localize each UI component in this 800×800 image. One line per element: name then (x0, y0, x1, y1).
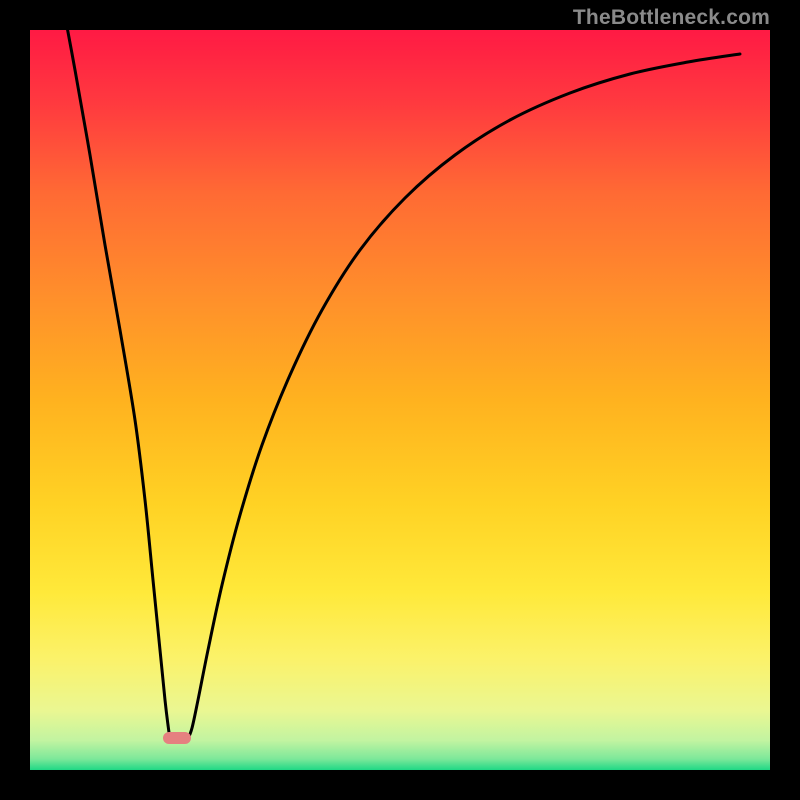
watermark-text: TheBottleneck.com (573, 6, 770, 30)
border-left (0, 0, 30, 800)
optimal-marker (163, 732, 191, 744)
figure-canvas: TheBottleneck.com (0, 0, 800, 800)
border-bottom (0, 770, 800, 800)
background-gradient (30, 30, 770, 770)
border-right (770, 0, 800, 800)
